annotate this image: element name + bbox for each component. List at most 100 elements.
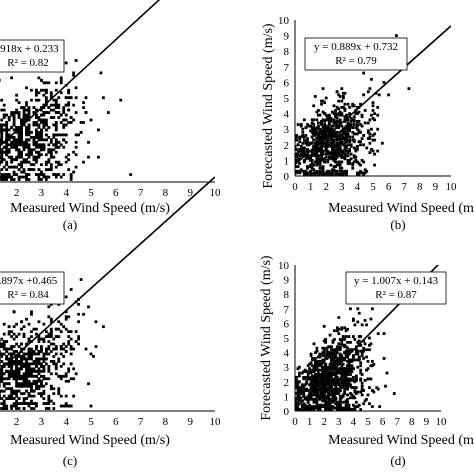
scatter-point bbox=[356, 365, 360, 369]
scatter-point bbox=[32, 106, 36, 109]
scatter-point bbox=[309, 141, 312, 145]
scatter-point bbox=[54, 327, 58, 331]
scatter-point bbox=[313, 146, 317, 150]
scatter-point bbox=[324, 383, 328, 387]
scatter-point bbox=[296, 151, 300, 154]
scatter-point bbox=[346, 377, 349, 381]
scatter-point bbox=[335, 113, 339, 117]
scatter-point bbox=[317, 140, 320, 144]
scatter-point bbox=[312, 152, 316, 156]
scatter-point bbox=[47, 399, 51, 403]
scatter-point bbox=[338, 138, 342, 142]
scatter-point bbox=[357, 358, 361, 362]
scatter-point bbox=[306, 149, 309, 153]
scatter-point bbox=[5, 126, 9, 129]
x-tick-label: 4 bbox=[351, 416, 357, 428]
scatter-point bbox=[59, 121, 63, 124]
scatter-point bbox=[338, 120, 342, 123]
scatter-point bbox=[334, 370, 338, 373]
scatter-point bbox=[314, 374, 317, 378]
scatter-point bbox=[360, 115, 364, 119]
scatter-point bbox=[30, 389, 33, 393]
scatter-point bbox=[20, 357, 23, 361]
scatter-point bbox=[311, 374, 314, 378]
scatter-point bbox=[22, 123, 26, 127]
scatter-point bbox=[346, 102, 350, 106]
scatter-point bbox=[27, 372, 31, 376]
scatter-point bbox=[329, 163, 333, 167]
scatter-point bbox=[296, 380, 300, 384]
x-tick-label: 8 bbox=[163, 416, 169, 428]
scatter-point bbox=[306, 376, 310, 379]
scatter-point bbox=[40, 369, 43, 373]
scatter-point bbox=[318, 373, 322, 376]
scatter-point bbox=[319, 387, 323, 391]
scatter-point bbox=[315, 399, 319, 403]
scatter-point bbox=[357, 173, 361, 176]
scatter-point bbox=[20, 392, 23, 396]
scatter-point bbox=[338, 118, 342, 122]
scatter-point bbox=[10, 111, 14, 114]
scatter-point bbox=[37, 138, 41, 142]
scatter-point bbox=[346, 400, 349, 404]
scatter-point bbox=[327, 123, 331, 126]
scatter-point bbox=[340, 113, 344, 117]
scatter-point bbox=[296, 408, 300, 411]
scatter-point bbox=[47, 305, 51, 309]
scatter-point bbox=[57, 173, 61, 176]
scatter-point bbox=[359, 130, 362, 134]
scatter-point bbox=[368, 87, 372, 91]
scatter-point bbox=[74, 59, 78, 62]
scatter-point bbox=[37, 175, 41, 179]
scatter-point bbox=[335, 359, 339, 363]
scatter-point bbox=[305, 381, 309, 385]
scatter-point bbox=[325, 378, 329, 382]
scatter-point bbox=[359, 390, 363, 394]
scatter-point bbox=[312, 408, 316, 411]
scatter-point bbox=[376, 113, 380, 117]
scatter-point bbox=[334, 348, 338, 352]
x-tick-label: 6 bbox=[113, 416, 119, 428]
scatter-point bbox=[321, 143, 325, 147]
scatter-point bbox=[333, 389, 336, 392]
scatter-point bbox=[322, 376, 326, 379]
scatter-point bbox=[10, 374, 14, 378]
scatter-point bbox=[333, 387, 336, 391]
scatter-point bbox=[295, 386, 298, 390]
scatter-point bbox=[47, 345, 51, 348]
scatter-point bbox=[344, 370, 348, 373]
scatter-point bbox=[322, 405, 326, 409]
scatter-point bbox=[310, 159, 314, 162]
scatter-point bbox=[54, 143, 58, 147]
scatter-point bbox=[333, 362, 336, 366]
scatter-point bbox=[327, 406, 330, 410]
scatter-point bbox=[40, 145, 43, 149]
scatter-point bbox=[42, 106, 46, 109]
scatter-point bbox=[338, 384, 342, 388]
scatter-point bbox=[313, 141, 317, 145]
scatter-point bbox=[309, 383, 313, 387]
scatter-point bbox=[327, 115, 331, 119]
scatter-point bbox=[44, 168, 48, 171]
scatter-point bbox=[17, 367, 21, 371]
scatter-point bbox=[329, 171, 333, 175]
scatter-point bbox=[337, 93, 341, 97]
scatter-point bbox=[338, 143, 342, 147]
scatter-point bbox=[350, 386, 354, 390]
scatter-point bbox=[312, 377, 316, 381]
scatter-point bbox=[324, 364, 328, 368]
scatter-point bbox=[332, 144, 336, 148]
scatter-point bbox=[354, 352, 358, 356]
scatter-point bbox=[62, 111, 66, 114]
scatter-point bbox=[338, 389, 342, 392]
scatter-point bbox=[334, 359, 338, 363]
scatter-point bbox=[12, 111, 16, 114]
regression-equation: y = 0.889x + 0.732 bbox=[314, 41, 398, 53]
scatter-point bbox=[340, 327, 344, 331]
scatter-point bbox=[357, 110, 361, 114]
scatter-point bbox=[49, 163, 53, 167]
scatter-point bbox=[332, 152, 336, 156]
scatter-point bbox=[334, 135, 337, 139]
scatter-point bbox=[321, 367, 325, 371]
scatter-point bbox=[57, 389, 61, 393]
